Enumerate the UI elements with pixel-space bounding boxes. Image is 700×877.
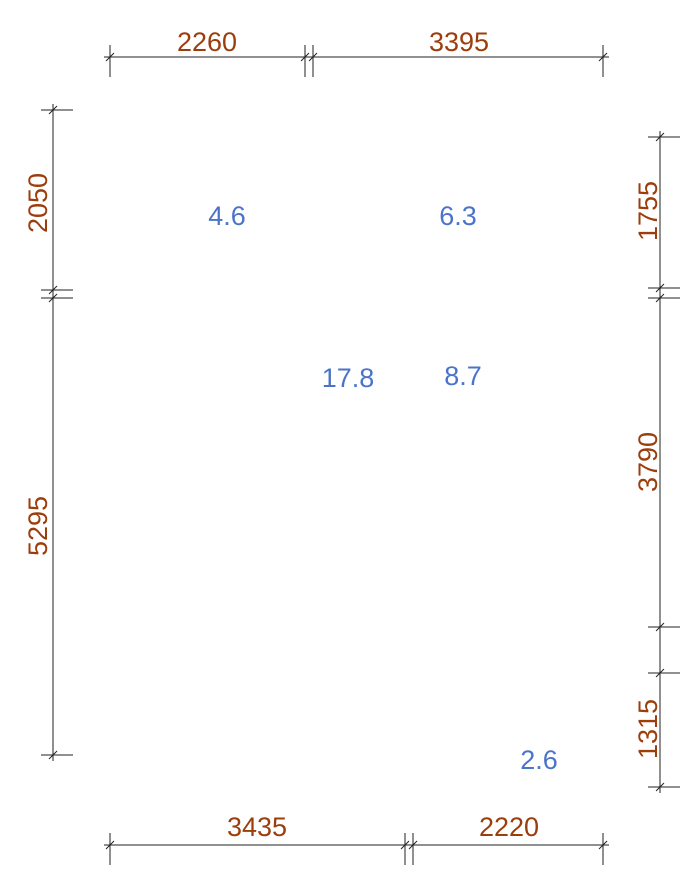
room-area: 2.6 xyxy=(520,745,558,775)
tick xyxy=(655,782,665,792)
dimension-ticks xyxy=(41,45,680,865)
tick xyxy=(48,750,58,760)
tick xyxy=(655,668,665,678)
tick xyxy=(655,622,665,632)
dimension-lines xyxy=(52,56,661,846)
dimension-label: 3790 xyxy=(633,432,663,492)
tick xyxy=(400,840,410,850)
room-area: 17.8 xyxy=(322,363,375,393)
room-area: 4.6 xyxy=(208,201,246,231)
room-area: 6.3 xyxy=(439,201,477,231)
tick xyxy=(598,52,608,62)
tick xyxy=(48,293,58,303)
room-area: 8.7 xyxy=(444,361,482,391)
tick xyxy=(105,840,115,850)
tick xyxy=(48,105,58,115)
dimension-label: 5295 xyxy=(23,496,53,556)
tick xyxy=(308,52,318,62)
dimension-label: 1315 xyxy=(633,699,663,759)
tick xyxy=(655,283,665,293)
dimension-label: 2050 xyxy=(23,173,53,233)
tick xyxy=(105,52,115,62)
tick xyxy=(655,132,665,142)
tick xyxy=(408,840,418,850)
dimension-label: 1755 xyxy=(633,181,663,241)
dimension-label: 3435 xyxy=(227,812,287,842)
dimension-label: 3395 xyxy=(429,27,489,57)
tick xyxy=(598,840,608,850)
tick xyxy=(300,52,310,62)
dimension-label: 2220 xyxy=(479,812,539,842)
dimension-label: 2260 xyxy=(177,27,237,57)
tick xyxy=(48,285,58,295)
tick xyxy=(655,293,665,303)
